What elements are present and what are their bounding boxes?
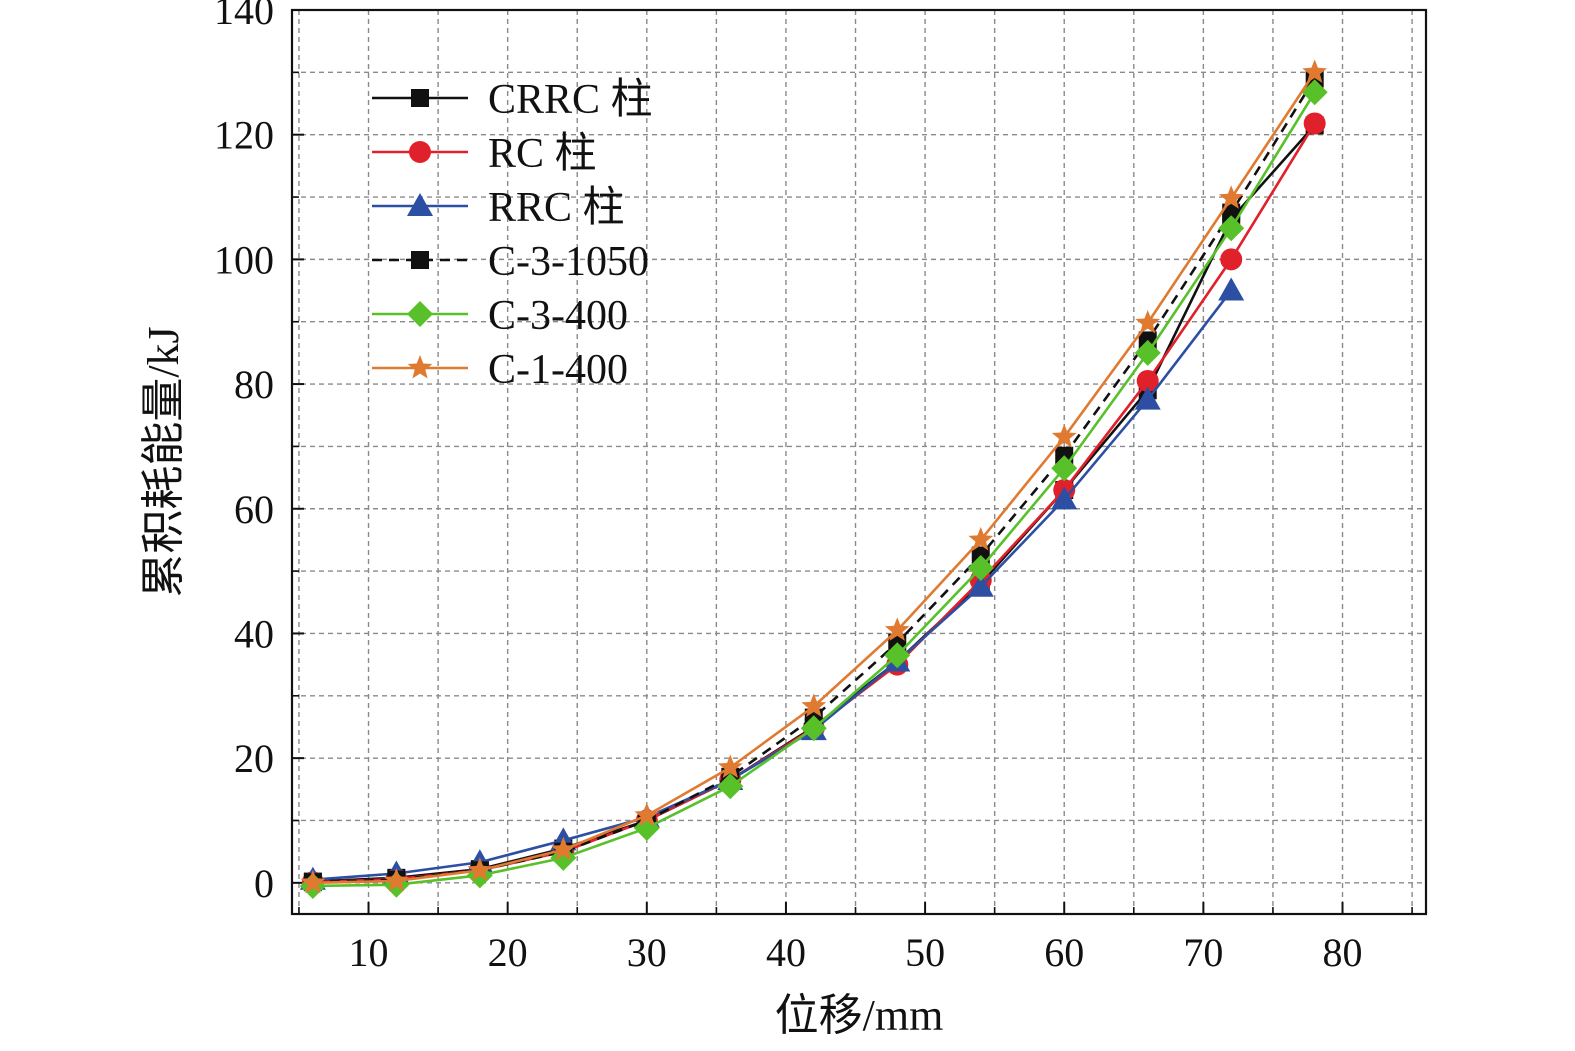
data-point: [1051, 486, 1078, 510]
data-point: [1303, 112, 1326, 135]
series-line: [312, 71, 1316, 885]
y-axis-title: 累积耗能量/kJ: [139, 326, 188, 597]
data-point: [1218, 215, 1245, 242]
data-point: [1135, 309, 1161, 334]
legend-label: CRRC 柱: [488, 77, 653, 123]
data-point: [884, 617, 910, 641]
data-point: [550, 836, 576, 861]
data-point: [967, 554, 994, 581]
series-1: [301, 112, 1326, 894]
y-tick-label: 100: [214, 237, 274, 282]
data-point: [1220, 248, 1243, 271]
y-tick-label: 120: [214, 113, 274, 158]
series-line: [312, 122, 1316, 884]
data-point: [1222, 203, 1241, 222]
y-tick-label: 60: [234, 487, 274, 532]
data-point: [717, 754, 743, 779]
series-2: [299, 277, 1245, 890]
data-point: [1051, 424, 1077, 448]
data-point: [300, 869, 326, 894]
y-tick-label: 20: [234, 736, 274, 781]
x-tick-label: 10: [349, 930, 389, 975]
legend-label: C-3-1050: [488, 239, 649, 285]
grid: [292, 9, 1426, 914]
data-point: [1134, 386, 1161, 410]
data-point: [1302, 59, 1328, 83]
y-tick-label: 80: [234, 362, 274, 407]
x-axis-title: 位移/mm: [775, 991, 944, 1040]
data-point: [1218, 185, 1244, 209]
legend: CRRC 柱 RC 柱 RRC 柱 C-3-1050 C-3-400 C-1-400: [372, 77, 653, 393]
legend-label: RC 柱: [488, 131, 597, 177]
series-layer: [299, 59, 1328, 899]
plot-frame: [290, 8, 1428, 916]
data-point: [1218, 277, 1245, 301]
y-tick-label: 40: [234, 611, 274, 656]
data-point: [967, 573, 994, 597]
y-tick-label: 140: [214, 0, 274, 33]
legend-marker: [409, 141, 431, 163]
data-point: [634, 802, 660, 827]
series-line: [312, 124, 1316, 883]
series-line: [312, 91, 1316, 888]
legend-marker: [411, 251, 429, 269]
series-line: [312, 289, 1233, 882]
axes: 10 20 30 40 50 60 70 80 0 20 40 60 80 100 120 140: [214, 0, 1428, 975]
legend-label: RRC 柱: [488, 185, 625, 231]
legend-label: C-3-400: [488, 293, 628, 339]
legend-item-3: C-3-1050: [372, 239, 649, 285]
data-point: [633, 814, 660, 841]
x-tick-label: 20: [488, 930, 528, 975]
data-point: [383, 867, 409, 892]
x-tick-label: 70: [1183, 930, 1223, 975]
data-point: [1136, 369, 1159, 392]
x-tick-label: 80: [1323, 930, 1363, 975]
data-point: [1051, 455, 1078, 482]
series-5: [300, 59, 1328, 894]
legend-item-5: C-1-400: [372, 347, 628, 393]
legend-label: C-1-400: [488, 347, 628, 393]
y-tick-label: 0: [254, 861, 274, 906]
legend-item-0: CRRC 柱: [372, 77, 653, 123]
series-3: [303, 69, 1324, 892]
legend-marker: [407, 355, 433, 379]
legend-marker: [407, 301, 433, 327]
data-point: [1134, 339, 1161, 366]
data-point: [800, 715, 827, 742]
series-4: [299, 79, 1328, 899]
x-tick-label: 30: [627, 930, 667, 975]
data-point: [884, 642, 911, 669]
x-tick-label: 60: [1044, 930, 1084, 975]
legend-item-2: RRC 柱: [372, 185, 625, 231]
series-0: [303, 116, 1324, 891]
data-point: [1301, 79, 1328, 106]
data-point: [467, 857, 493, 881]
data-point: [968, 526, 994, 551]
x-tick-label: 40: [766, 930, 806, 975]
legend-item-4: C-3-400: [372, 293, 628, 339]
legend-item-1: RC 柱: [372, 131, 597, 177]
legend-marker: [407, 193, 433, 216]
x-tick-label: 50: [905, 930, 945, 975]
data-point: [801, 693, 827, 717]
data-point: [717, 773, 744, 800]
legend-marker: [411, 89, 429, 107]
series-line: [312, 77, 1316, 884]
